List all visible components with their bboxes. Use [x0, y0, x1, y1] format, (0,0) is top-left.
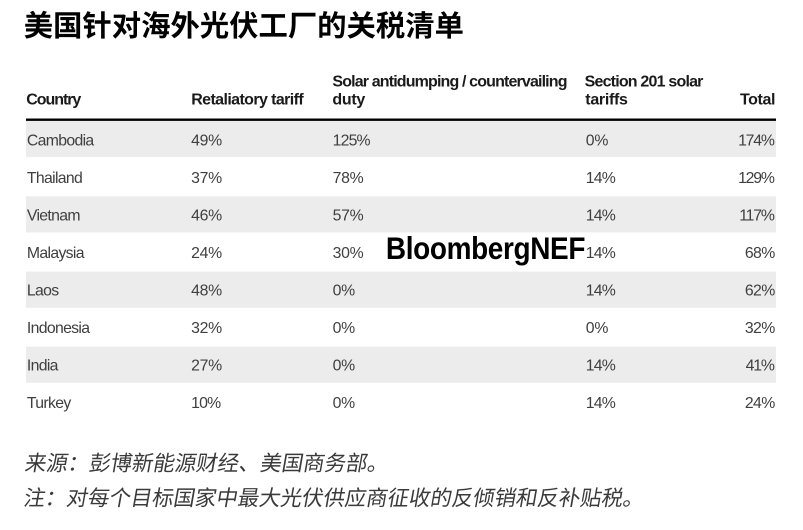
svg-text:Total: Total — [740, 92, 775, 109]
svg-text:125%: 125% — [333, 132, 371, 149]
svg-text:Turkey: Turkey — [27, 395, 71, 412]
svg-text:Laos: Laos — [27, 283, 59, 300]
svg-text:0%: 0% — [333, 320, 356, 337]
svg-text:Solar antidumping / countervai: Solar antidumping / countervailing — [332, 74, 566, 91]
svg-text:14%: 14% — [586, 395, 616, 412]
svg-text:14%: 14% — [586, 283, 616, 300]
svg-text:30%: 30% — [333, 245, 364, 262]
svg-text:27%: 27% — [191, 358, 222, 375]
svg-text:tariffs: tariffs — [585, 92, 628, 109]
svg-text:0%: 0% — [586, 320, 609, 337]
svg-text:0%: 0% — [333, 358, 356, 375]
svg-text:129%: 129% — [738, 170, 775, 187]
svg-text:duty: duty — [332, 92, 365, 109]
svg-text:62%: 62% — [745, 283, 775, 300]
svg-text:57%: 57% — [333, 207, 364, 224]
svg-text:14%: 14% — [586, 245, 616, 262]
svg-text:Vietnam: Vietnam — [27, 207, 80, 224]
svg-text:Malaysia: Malaysia — [27, 245, 85, 262]
svg-text:Retaliatory tariff: Retaliatory tariff — [191, 92, 304, 109]
svg-text:68%: 68% — [745, 245, 775, 262]
svg-text:0%: 0% — [333, 283, 356, 300]
svg-text:14%: 14% — [586, 207, 616, 224]
svg-text:174%: 174% — [738, 132, 775, 149]
svg-text:India: India — [27, 358, 59, 375]
svg-text:48%: 48% — [191, 283, 222, 300]
svg-text:46%: 46% — [191, 207, 222, 224]
svg-text:Cambodia: Cambodia — [27, 132, 95, 149]
svg-text:BloombergNEF: BloombergNEF — [386, 231, 585, 266]
svg-text:Section 201 solar: Section 201 solar — [585, 74, 704, 91]
svg-text:37%: 37% — [191, 170, 222, 187]
svg-text:14%: 14% — [586, 170, 616, 187]
svg-text:0%: 0% — [586, 132, 609, 149]
svg-text:32%: 32% — [191, 320, 222, 337]
svg-text:24%: 24% — [191, 245, 222, 262]
svg-text:10%: 10% — [191, 395, 221, 412]
svg-text:Country: Country — [26, 92, 81, 109]
svg-text:Thailand: Thailand — [27, 170, 82, 187]
svg-text:117%: 117% — [739, 207, 775, 224]
svg-text:32%: 32% — [745, 320, 775, 337]
svg-text:14%: 14% — [586, 358, 616, 375]
svg-text:0%: 0% — [333, 395, 356, 412]
svg-text:49%: 49% — [191, 132, 222, 149]
svg-text:Indonesia: Indonesia — [27, 320, 90, 337]
svg-text:24%: 24% — [745, 395, 775, 412]
svg-text:78%: 78% — [333, 170, 364, 187]
svg-text:41%: 41% — [746, 358, 775, 375]
